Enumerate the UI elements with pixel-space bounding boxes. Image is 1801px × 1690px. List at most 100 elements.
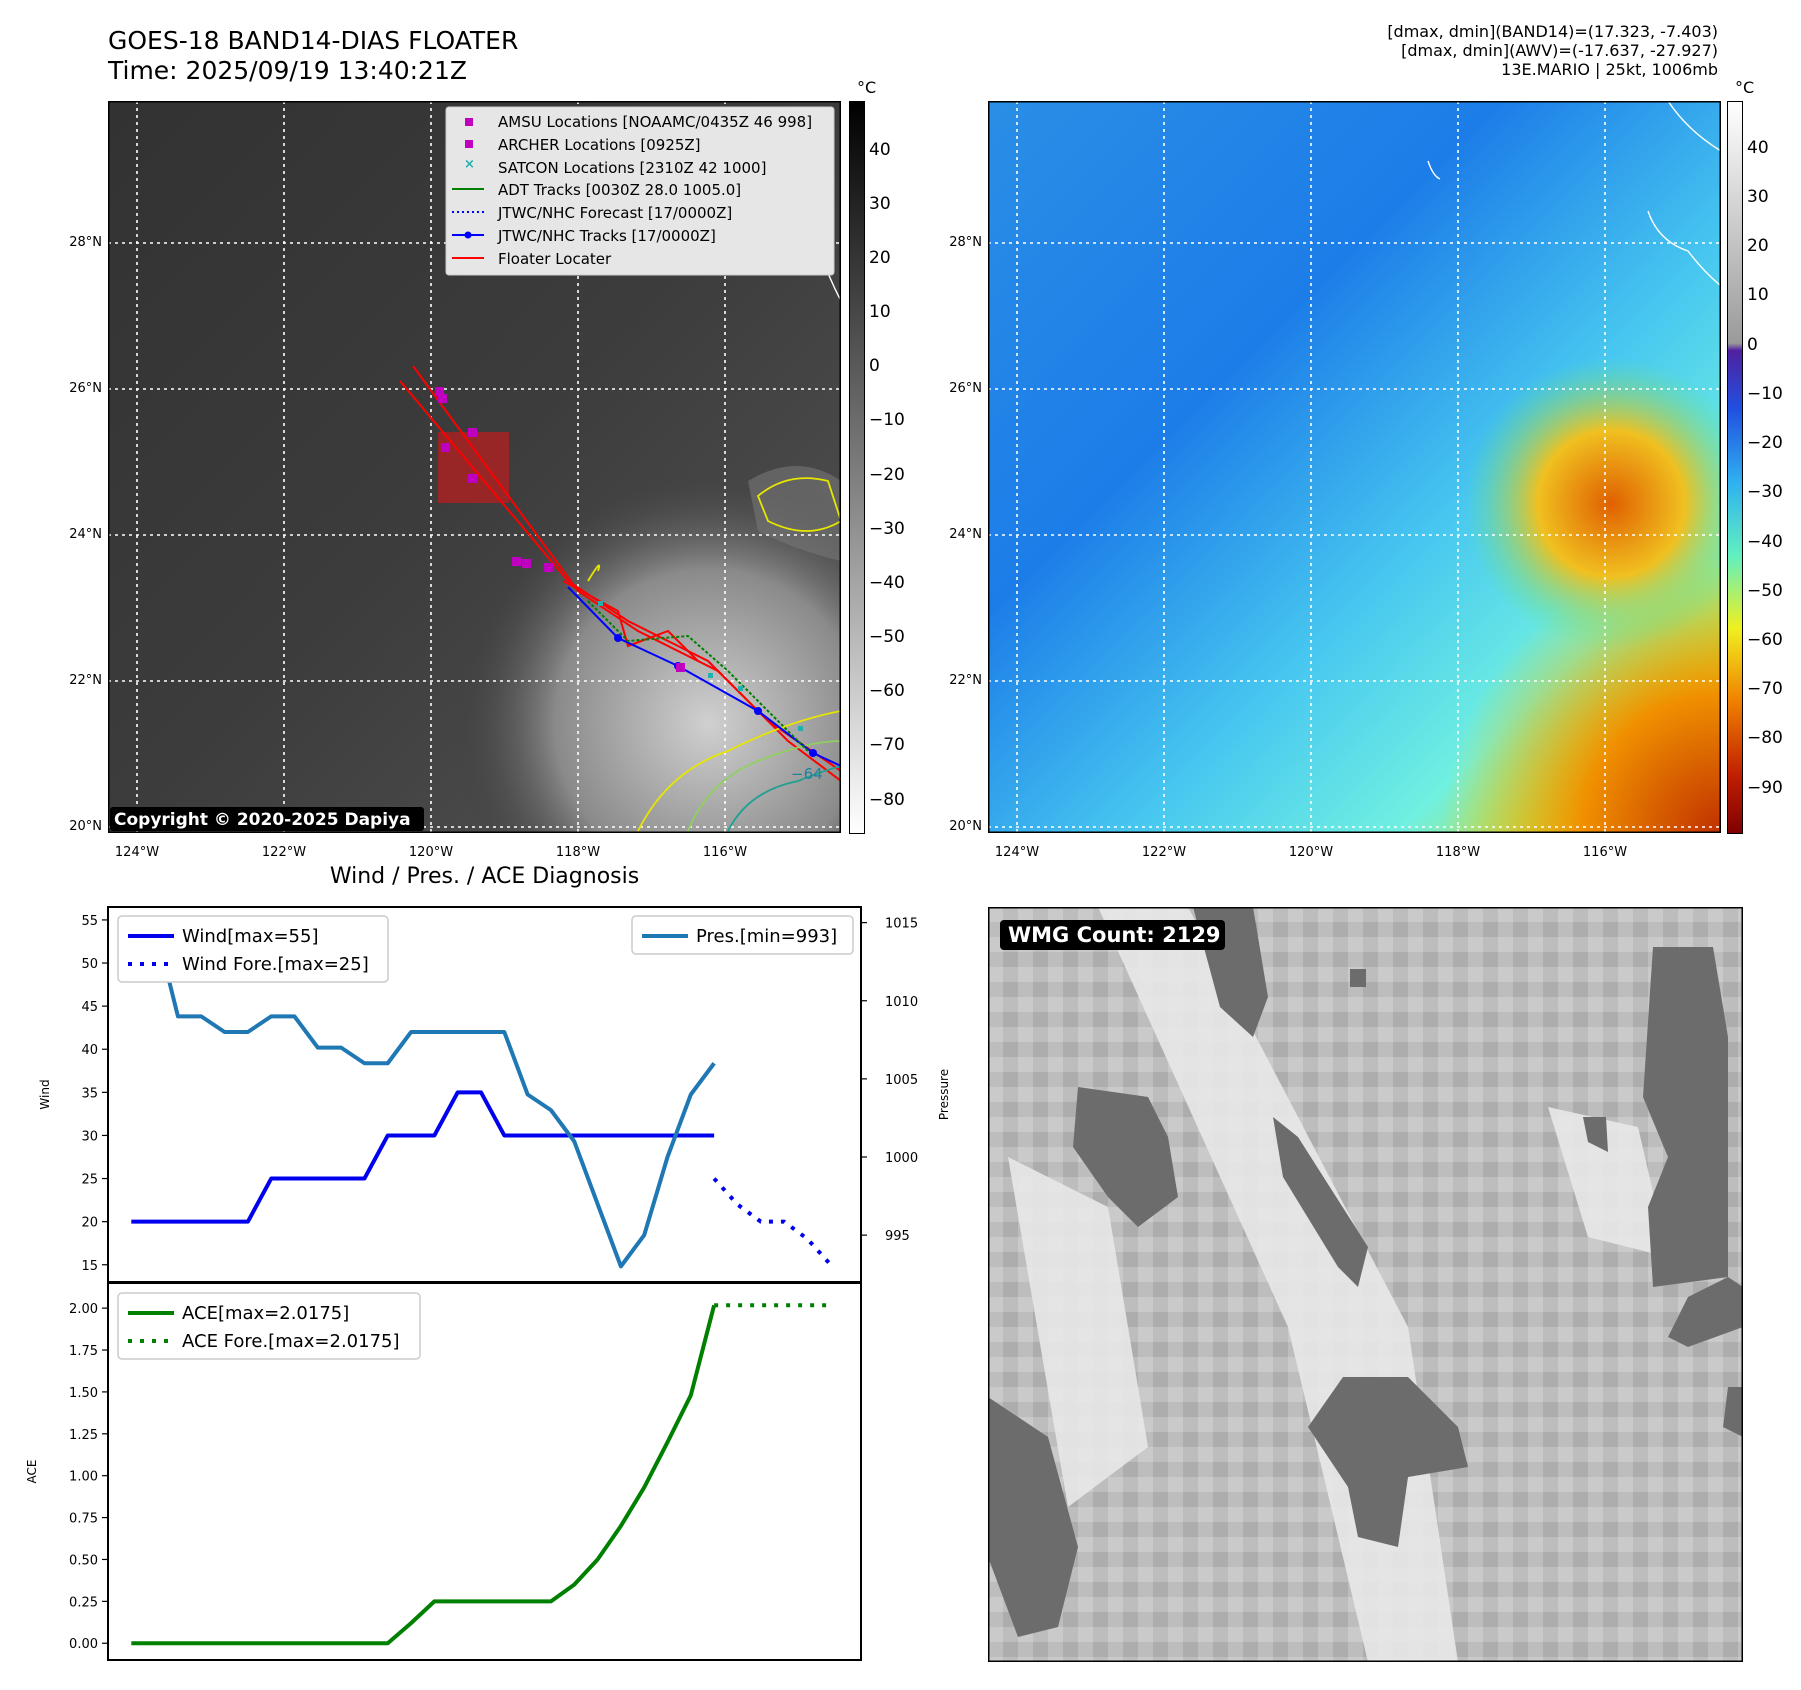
ace-tick-label: 1.50 [69, 1386, 98, 1401]
ace-tick-label: 1.25 [69, 1428, 98, 1443]
legend-adt: ADT Tracks [0030Z 28.0 1005.0] [498, 181, 741, 199]
colorbar-tick-label: −40 [1747, 531, 1783, 552]
wind-legend: Wind[max=55] Wind Fore.[max=25] [117, 915, 389, 983]
legend-floater: Floater Locater [498, 250, 612, 268]
lat-label: 22°N [69, 673, 102, 688]
lat-label: 24°N [69, 527, 102, 542]
lon-label: 116°W [1582, 845, 1628, 860]
colorbar-tick-label: 10 [1747, 285, 1769, 306]
legend-label: Wind Fore.[max=25] [182, 954, 369, 975]
ace-tick-label: 0.25 [69, 1595, 98, 1610]
legend-label: ACE Fore.[max=2.0175] [182, 1331, 400, 1352]
lat-label: 20°N [949, 819, 982, 834]
lon-label: 124°W [994, 845, 1040, 860]
ace-tick-label: 0.00 [69, 1637, 98, 1652]
lat-label: 20°N [69, 819, 102, 834]
colorbar-tick-label: −80 [869, 789, 905, 810]
legend-jtwc-tracks: JTWC/NHC Tracks [17/0000Z] [497, 227, 716, 245]
wind-forecast-line [712, 1177, 833, 1267]
pressure-axis-label: Pressure [937, 1069, 951, 1120]
wv-colorbar-unit: °C [1735, 78, 1755, 97]
legend-label: ACE[max=2.0175] [182, 1303, 349, 1324]
wind-tick-label: 25 [81, 1173, 98, 1188]
legend-frame [631, 915, 854, 955]
contour-label: −64 [791, 765, 823, 783]
lat-label: 28°N [949, 235, 982, 250]
wv-gridlines [988, 101, 1721, 833]
colorbar-tick-label: −40 [869, 572, 905, 593]
legend-label: Wind[max=55] [182, 926, 319, 947]
ir-cloud-band [748, 466, 841, 561]
wind-tick-label: 45 [81, 1000, 98, 1015]
lon-label: 120°W [1288, 845, 1334, 860]
lon-label: 118°W [1435, 845, 1481, 860]
amsu-points [435, 387, 685, 672]
colorbar-tick-label: 0 [869, 356, 880, 377]
storm-status: 13E.MARIO | 25kt, 1006mb [1501, 60, 1718, 79]
pressure-tick-label: 1015 [885, 917, 918, 932]
copyright-bg [110, 807, 424, 831]
ace-line [131, 1304, 717, 1646]
colorbar-tick-label: 20 [1747, 236, 1769, 257]
ace-tick-label: 1.75 [69, 1344, 98, 1359]
wmg-label-bg [1000, 920, 1225, 950]
figure-title: GOES-18 BAND14-DIAS FLOATER Time: 2025/0… [108, 26, 518, 86]
wind-tick-label: 50 [81, 957, 98, 972]
colorbar-tick-label: −10 [869, 410, 905, 431]
wind-tick-label: 35 [81, 1086, 98, 1101]
colorbar-tick-label: −10 [1747, 383, 1783, 404]
lat-label: 26°N [949, 381, 982, 396]
figure-title-line1: GOES-18 BAND14-DIAS FLOATER [108, 26, 519, 55]
colorbar-tick-label: −30 [869, 518, 905, 539]
legend-frame [117, 915, 389, 983]
ir-map-panel: −64 × AMSU Locations [N [108, 101, 841, 833]
lon-label: 116°W [702, 845, 748, 860]
wmg-dark-features [988, 907, 1743, 1637]
ace-tick-label: 0.75 [69, 1512, 98, 1527]
lon-label: 120°W [408, 845, 454, 860]
diagnosis-title: Wind / Pres. / ACE Diagnosis [329, 864, 640, 889]
wind-tick-label: 15 [81, 1259, 98, 1274]
wv-map-panel [988, 101, 1721, 833]
ir-colorbar-unit: °C [857, 78, 877, 97]
lon-label: 122°W [261, 845, 307, 860]
colorbar-tick-label: −50 [1747, 580, 1783, 601]
colorbar-tick-label: 0 [1747, 334, 1758, 355]
lat-label: 26°N [69, 381, 102, 396]
pressure-legend: Pres.[min=993] [631, 915, 854, 955]
wind-tick-label: 30 [81, 1129, 98, 1144]
legend-label: Pres.[min=993] [696, 926, 837, 947]
colorbar-tick-label: −60 [869, 681, 905, 702]
ace-tick-label: 2.00 [69, 1302, 98, 1317]
colorbar-tick-label: −20 [869, 464, 905, 485]
ace-tick-label: 1.00 [69, 1470, 98, 1485]
legend-amsu: AMSU Locations [NOAAMC/0435Z 46 998] [498, 113, 812, 131]
pressure-tick-label: 1005 [885, 1073, 918, 1088]
wind-axis-label: Wind [38, 1079, 52, 1109]
colorbar-tick-label: −90 [1747, 777, 1783, 798]
lat-label: 22°N [949, 673, 982, 688]
colorbar-tick-label: −60 [1747, 630, 1783, 651]
colorbar-tick-label: 10 [869, 302, 891, 323]
awv-range: [dmax, dmin](AWV)=(-17.637, -27.927) [1401, 41, 1718, 60]
wind-tick-label: 40 [81, 1043, 98, 1058]
storm-info: [dmax, dmin](BAND14)=(17.323, -7.403) [d… [1387, 22, 1718, 79]
wmg-panel: WMG Count: 2129 [988, 907, 1743, 1662]
lat-label: 24°N [949, 527, 982, 542]
copyright: Copyright © 2020-2025 Dapiya [114, 810, 411, 830]
wv-cloud-region [988, 101, 1721, 833]
pressure-tick-label: 1000 [885, 1151, 918, 1166]
legend-frame [117, 1292, 421, 1360]
ir-legend: × AMSU Locations [NOAAMC/0435Z 46 998] A… [445, 106, 835, 276]
legend-satcon: SATCON Locations [2310Z 42 1000] [498, 159, 766, 177]
wind-tick-label: 20 [81, 1216, 98, 1231]
lon-label: 122°W [1141, 845, 1187, 860]
ir-contours [587, 477, 841, 832]
colorbar-tick-label: 40 [869, 139, 891, 160]
wmg-count-label: WMG Count: 2129 [1008, 923, 1221, 947]
wv-colorbar [1727, 101, 1743, 834]
lon-label: 124°W [114, 845, 160, 860]
colorbar-tick-label: −70 [869, 735, 905, 756]
colorbar-tick-label: 30 [1747, 186, 1769, 207]
ace-legend: ACE[max=2.0175] ACE Fore.[max=2.0175] [117, 1292, 421, 1360]
